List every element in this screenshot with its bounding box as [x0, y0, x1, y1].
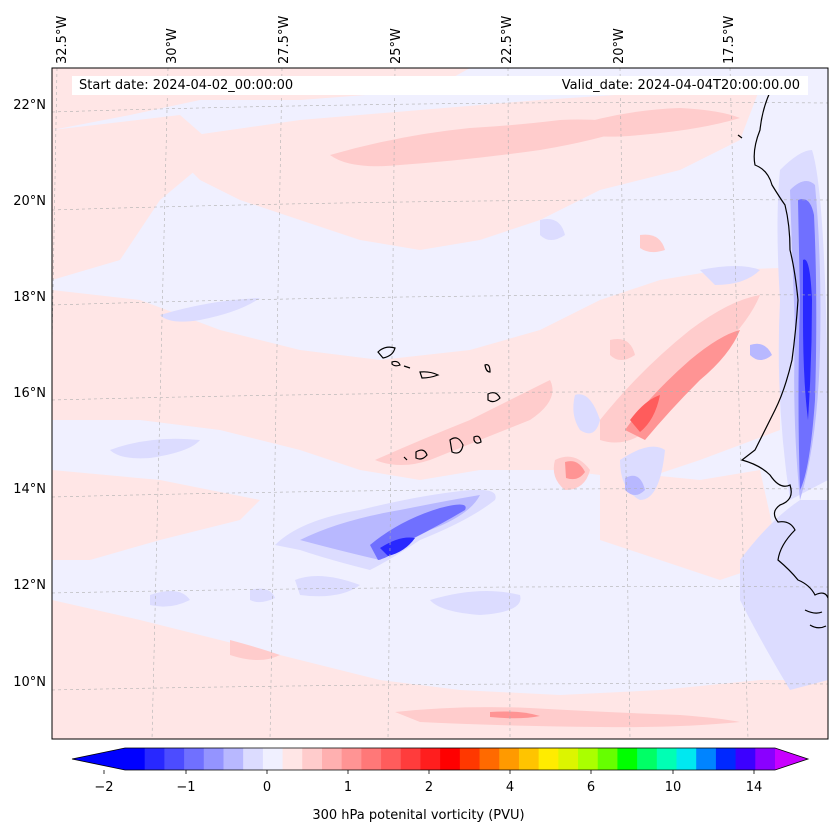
- colorbar-title: 300 hPa potenital vorticity (PVU): [312, 808, 525, 823]
- colorbar-segment: [597, 748, 619, 770]
- colorbar-segment: [223, 748, 244, 770]
- map-frame: [51, 67, 829, 740]
- colorbar-segment: [696, 748, 717, 770]
- colorbar-segment: [499, 748, 520, 770]
- lon-label-27-5w: 27.5°W: [277, 15, 292, 64]
- colorbar-segment: [361, 748, 382, 770]
- colorbar-segment: [637, 748, 658, 770]
- colorbar-segment: [715, 748, 737, 770]
- colorbar-segment: [459, 748, 481, 770]
- lat-label-20n: 20°N: [13, 194, 46, 209]
- lat-label-16n: 16°N: [13, 386, 46, 401]
- colorbar-tick-label: 14: [745, 780, 763, 795]
- lat-label-18n: 18°N: [13, 290, 46, 305]
- positive-pv-peak: [630, 395, 660, 432]
- colorbar-segment: [144, 748, 165, 770]
- positive-pv-mid: [230, 108, 760, 728]
- colorbar-tick-label: 4: [505, 780, 515, 795]
- lon-label-17-5w: 17.5°W: [722, 15, 737, 64]
- colorbar-tick-label: 2: [424, 780, 434, 795]
- colorbar-segment: [656, 748, 678, 770]
- lon-label-32-5w: 32.5°W: [55, 15, 70, 64]
- lon-label-25w: 25°W: [389, 28, 404, 64]
- lat-label-10n: 10°N: [13, 675, 46, 690]
- lon-label-22-5w: 22.5°W: [500, 15, 515, 64]
- colorbar-segment: [164, 748, 185, 770]
- lon-label-30w: 30°W: [165, 28, 180, 64]
- colorbar-segment: [518, 748, 540, 770]
- colorbar-outline: [71, 747, 810, 771]
- colorbar-segment: [184, 748, 205, 770]
- start-date-text: Start date: 2024-04-02_00:00:00: [79, 78, 294, 93]
- colorbar-segment: [321, 748, 343, 770]
- colorbar-segment: [440, 748, 461, 770]
- colorbar-segment: [381, 748, 402, 770]
- colorbar-segment: [420, 748, 441, 770]
- colorbar-tick-label: 10: [664, 780, 682, 795]
- lon-label-20w: 20°W: [612, 28, 627, 64]
- colorbar-segment: [243, 748, 264, 770]
- cape-verde-islands: [377, 346, 501, 461]
- colorbar-segment: [735, 748, 756, 770]
- colorbar-segment: [538, 748, 559, 770]
- colorbar-segment: [203, 748, 225, 770]
- colorbar-segment: [479, 748, 500, 770]
- lat-label-12n: 12°N: [13, 578, 46, 593]
- colorbar-segment: [558, 748, 579, 770]
- colorbar-segment: [617, 748, 638, 770]
- colorbar-tick-label: −2: [94, 780, 114, 795]
- colorbar-tick-label: 1: [343, 780, 353, 795]
- colorbar-tick-label: 6: [586, 780, 596, 795]
- colorbar-tick-label: 0: [262, 780, 272, 795]
- colorbar-segment: [755, 748, 776, 770]
- colorbar-segment: [341, 748, 362, 770]
- colorbar-over-extension: [775, 748, 808, 770]
- lat-label-22n: 22°N: [13, 98, 46, 113]
- colorbar-segment: [400, 748, 422, 770]
- date-banner: [72, 76, 808, 95]
- coastline: [737, 91, 828, 629]
- pv-field: [52, 68, 828, 739]
- colorbar-under-extension: [72, 748, 125, 770]
- colorbar-segment: [262, 748, 284, 770]
- valid-date-text: Valid_date: 2024-04-04T20:00:00.00: [561, 78, 800, 93]
- colorbar-segment: [302, 748, 323, 770]
- lat-label-14n: 14°N: [13, 482, 46, 497]
- colorbar-segment: [125, 748, 146, 770]
- graticule: [52, 68, 828, 739]
- colorbar-segment: [282, 748, 303, 770]
- colorbar-segment: [578, 748, 599, 770]
- colorbar-segment: [676, 748, 697, 770]
- negative-pv-core: [380, 259, 812, 556]
- colorbar-tick-label: −1: [176, 780, 196, 795]
- colorbar: [71, 747, 810, 774]
